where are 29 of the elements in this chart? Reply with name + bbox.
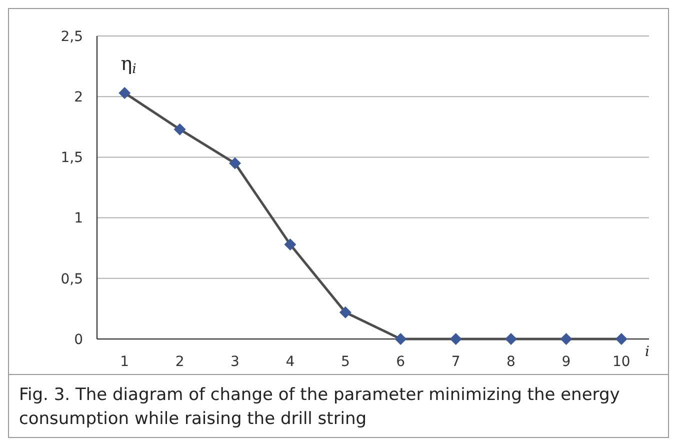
point xyxy=(450,333,462,345)
y-tick-label: 1 xyxy=(74,210,83,227)
x-tick-label: 8 xyxy=(506,354,516,370)
point xyxy=(615,333,628,345)
y-tick-label: 2 xyxy=(74,90,83,106)
caption: Fig. 3. The diagram of change of the parameter minimizing the energy consumption while raising the drill string xyxy=(19,384,621,431)
x-tick-label: 5 xyxy=(340,354,350,370)
x-tick-label: 3 xyxy=(230,354,240,370)
point xyxy=(118,86,131,99)
x-axis-title: i xyxy=(645,344,650,360)
point xyxy=(229,157,241,170)
y-tick-label: 2,5 xyxy=(60,28,83,45)
x-tick-label: 7 xyxy=(451,354,460,370)
point xyxy=(284,238,296,250)
point xyxy=(505,333,517,345)
x-tick-label: 1 xyxy=(120,354,130,370)
point xyxy=(394,333,407,345)
point xyxy=(339,306,352,318)
x-tick-label: 9 xyxy=(562,354,571,370)
y-axis-title: η$_{i}$ xyxy=(120,53,136,78)
y-tick-label: 1,5 xyxy=(60,150,83,166)
point xyxy=(560,333,572,345)
x-tick-label: 6 xyxy=(396,354,406,370)
x-tick-label: 10 xyxy=(612,354,630,370)
point xyxy=(174,123,186,136)
y-tick-label: 0 xyxy=(74,332,83,348)
x-tick-label: 2 xyxy=(175,354,184,370)
x-tick-label: 4 xyxy=(286,354,295,370)
y-tick-label: 0,5 xyxy=(60,271,83,288)
